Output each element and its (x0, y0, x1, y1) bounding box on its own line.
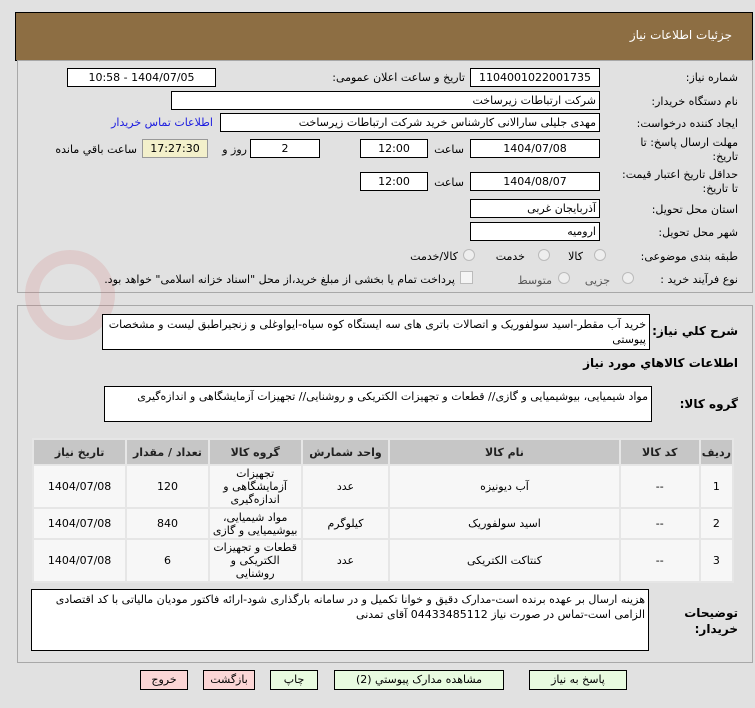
cell-group: تجهیزات آزمایشگاهی و اندازه‌گیری (209, 466, 301, 507)
cell-date: 1404/07/08 (34, 540, 126, 581)
exit-button[interactable]: خروج (140, 670, 188, 690)
deadline-time-label: ساعت (434, 143, 464, 156)
announce-field: 1404/07/05 - 10:58 (67, 68, 216, 87)
col-row: ردیف (700, 440, 732, 464)
province-label: استان محل تحویل: (651, 203, 738, 216)
need-number-label: شماره نیاز: (685, 71, 738, 84)
days-field: 2 (250, 139, 320, 158)
validity-time-label: ساعت (434, 176, 464, 189)
cell-unit: عدد (302, 540, 389, 581)
page-header: جزئیات اطلاعات نیاز (15, 12, 753, 61)
remaining-label: ساعت باقي مانده (55, 143, 137, 156)
back-button[interactable]: بازگشت (203, 670, 255, 690)
col-quantity: تعداد / مقدار (127, 440, 208, 464)
cell-row: 3 (700, 540, 732, 581)
cell-quantity: 6 (127, 540, 208, 581)
remaining-time-field: 17:27:30 (142, 139, 208, 158)
cell-quantity: 120 (127, 466, 208, 507)
validity-label: حداقل تاریخ اعتبار قیمت: تا تاریخ: (622, 168, 738, 195)
category-option-goods-service: کالا/خدمت (410, 250, 458, 263)
cell-quantity: 840 (127, 509, 208, 538)
province-field: آذربایجان غربی (470, 199, 600, 218)
table-row: 3 -- کنتاکت الکتریکی عدد قطعات و تجهیزات… (34, 540, 732, 581)
buyer-org-field: شرکت ارتباطات زیرساخت (171, 91, 600, 110)
announce-label: تاریخ و ساعت اعلان عمومی: (332, 71, 465, 84)
col-date: تاریخ نیاز (34, 440, 126, 464)
need-number-field: 1104001022001735 (470, 68, 600, 87)
cell-name: آب دیونیزه (390, 466, 619, 507)
cell-date: 1404/07/08 (34, 466, 126, 507)
summary-textarea[interactable]: خرید آب مقطر-اسید سولفوریک و اتصالات بات… (102, 314, 650, 350)
buyer-notes-textarea[interactable]: هزینه ارسال بر عهده برنده است-مدارک دقیق… (31, 589, 649, 651)
table-row: 1 -- آب دیونیزه عدد تجهیزات آزمایشگاهی و… (34, 466, 732, 507)
creator-label: ایجاد کننده درخواست: (636, 117, 738, 130)
days-label: روز و (222, 143, 247, 156)
process-option-minor: جزیی (584, 274, 610, 287)
col-code: کد کالا (620, 440, 699, 464)
table-header-row: ردیف کد کالا نام کالا واحد شمارش گروه کا… (34, 440, 732, 464)
validity-date-field: 1404/08/07 (470, 172, 600, 191)
view-attachments-button[interactable]: مشاهده مدارک پیوستي (2) (334, 670, 504, 690)
creator-field: مهدی جلیلی سارالانی کارشناس خرید شرکت ار… (220, 113, 600, 132)
cell-row: 2 (700, 509, 732, 538)
cell-code: -- (620, 466, 699, 507)
cell-code: -- (620, 509, 699, 538)
process-label: نوع فرآیند خرید : (660, 273, 738, 286)
table-row: 2 -- اسید سولفوریک کیلوگرم مواد شیمیایی،… (34, 509, 732, 538)
cell-name: اسید سولفوریک (390, 509, 619, 538)
cell-group: مواد شیمیایی، بیوشیمیایی و گازی (209, 509, 301, 538)
treasury-checkbox[interactable] (460, 271, 473, 284)
page-title: جزئیات اطلاعات نیاز (629, 28, 732, 42)
category-label: طبقه بندی موضوعی: (640, 250, 738, 263)
cell-group: قطعات و تجهیزات الکتریکی و روشنایی (209, 540, 301, 581)
deadline-date-field: 1404/07/08 (470, 139, 600, 158)
process-option-medium: متوسط (517, 274, 552, 287)
cell-unit: کیلوگرم (302, 509, 389, 538)
goods-table: ردیف کد کالا نام کالا واحد شمارش گروه کا… (32, 438, 734, 583)
category-radio-goods[interactable] (594, 249, 606, 261)
category-radio-service[interactable] (538, 249, 550, 261)
reply-button[interactable]: پاسخ به نیاز (529, 670, 627, 690)
goods-info-title: اطلاعات کالاهاي مورد نیاز (583, 356, 738, 370)
process-radio-minor[interactable] (622, 272, 634, 284)
city-field: ارومیه (470, 222, 600, 241)
treasury-note: پرداخت تمام یا بخشی از مبلغ خرید،از محل … (104, 273, 455, 286)
process-radio-medium[interactable] (558, 272, 570, 284)
summary-label: شرح کلي نیاز: (652, 324, 738, 338)
category-radio-goods-service[interactable] (463, 249, 475, 261)
deadline-time-field: 12:00 (360, 139, 428, 158)
goods-group-label: گروه کالا: (679, 397, 738, 411)
contact-buyer-link[interactable]: اطلاعات تماس خریدار (111, 116, 213, 129)
print-button[interactable]: چاپ (270, 670, 318, 690)
col-unit: واحد شمارش (302, 440, 389, 464)
cell-row: 1 (700, 466, 732, 507)
deadline-label: مهلت ارسال پاسخ: تا تاریخ: (640, 136, 738, 163)
buyer-notes-label: توضیحات خریدار: (684, 606, 738, 636)
cell-date: 1404/07/08 (34, 509, 126, 538)
category-option-goods: کالا (568, 250, 583, 263)
col-group: گروه کالا (209, 440, 301, 464)
cell-code: -- (620, 540, 699, 581)
category-option-service: خدمت (495, 250, 525, 263)
city-label: شهر محل تحویل: (658, 226, 738, 239)
validity-time-field: 12:00 (360, 172, 428, 191)
col-name: نام کالا (390, 440, 619, 464)
cell-name: کنتاکت الکتریکی (390, 540, 619, 581)
buyer-org-label: نام دستگاه خریدار: (651, 95, 738, 108)
goods-group-textarea[interactable]: مواد شیمیایی، بیوشیمیایی و گازی// قطعات … (104, 386, 652, 422)
cell-unit: عدد (302, 466, 389, 507)
